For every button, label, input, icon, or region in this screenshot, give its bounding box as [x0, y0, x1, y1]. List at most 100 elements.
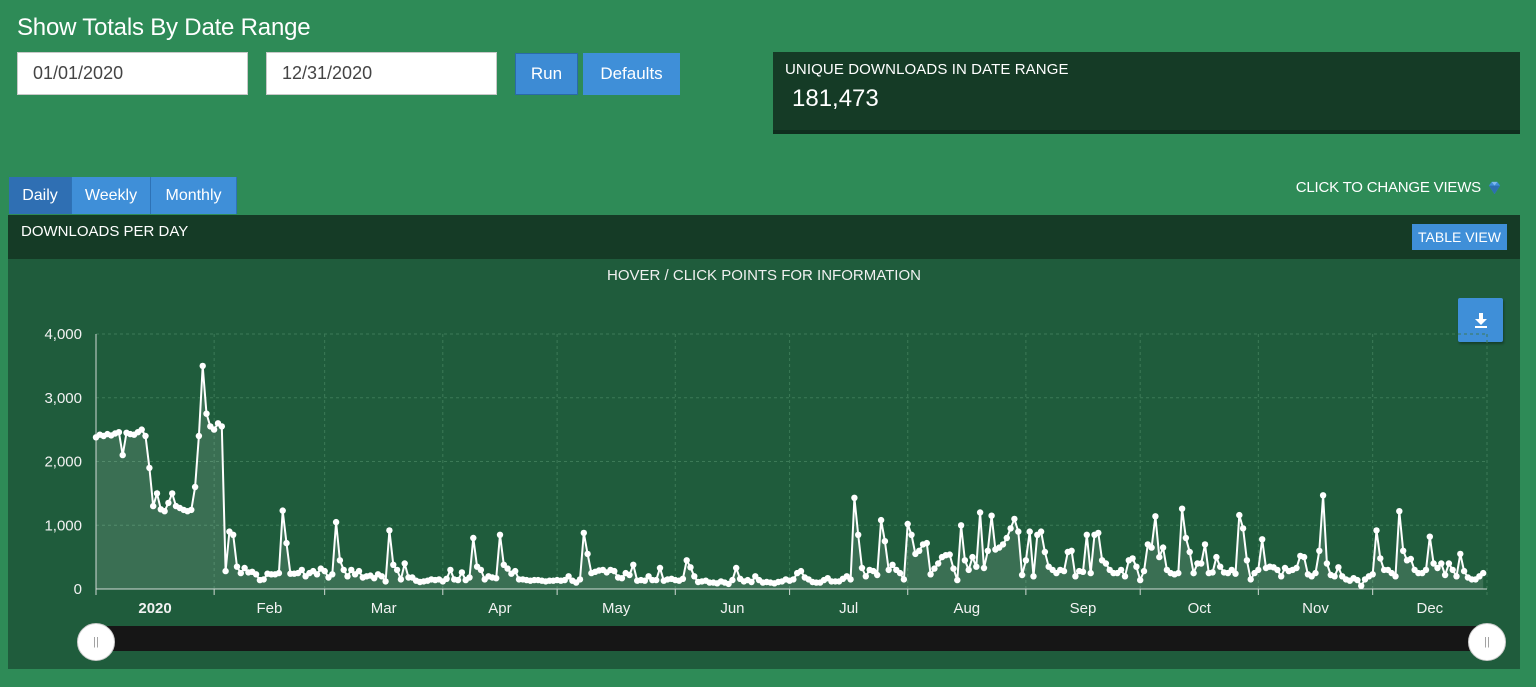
data-point: [344, 573, 351, 580]
data-point: [210, 426, 218, 433]
data-point: [241, 564, 248, 572]
data-point: [1198, 560, 1205, 567]
y-tick-label: 3,000: [44, 390, 82, 407]
data-point: [1358, 582, 1365, 589]
data-point: [565, 573, 572, 580]
data-point: [748, 578, 755, 586]
x-tick-label: Mar: [371, 600, 397, 617]
data-point: [1316, 547, 1323, 554]
data-point: [858, 564, 866, 572]
data-point: [1083, 531, 1091, 538]
navigator-left-handle[interactable]: ||: [77, 623, 115, 661]
table-view-button[interactable]: TABLE VIEW: [1412, 224, 1507, 250]
data-point: [683, 557, 690, 564]
data-point: [1373, 527, 1380, 534]
run-button[interactable]: Run: [515, 53, 578, 95]
x-tick-label: Apr: [488, 600, 511, 617]
data-point: [885, 566, 892, 574]
data-point: [233, 563, 241, 570]
chart-area: HOVER / CLICK POINTS FOR INFORMATION 0 1,…: [8, 259, 1520, 669]
data-point: [386, 527, 393, 534]
data-point: [641, 577, 648, 584]
data-point: [348, 566, 355, 574]
data-point: [1011, 515, 1018, 523]
data-point: [1259, 536, 1266, 543]
data-point: [1422, 566, 1430, 574]
data-point: [119, 451, 126, 459]
data-point: [512, 567, 519, 575]
data-point: [1133, 563, 1140, 570]
data-point: [1068, 547, 1075, 554]
data-point: [1026, 528, 1033, 535]
data-point: [1243, 557, 1251, 564]
range-navigator[interactable]: [96, 626, 1494, 651]
data-point: [1041, 548, 1049, 556]
data-point: [611, 567, 618, 575]
data-point: [862, 573, 869, 580]
data-point: [1190, 569, 1197, 577]
data-point: [916, 547, 923, 554]
data-point: [1453, 573, 1460, 580]
data-point: [1247, 576, 1254, 583]
data-point: [161, 508, 168, 515]
data-point: [855, 531, 862, 538]
data-point: [332, 518, 340, 526]
tab-daily[interactable]: Daily: [9, 177, 72, 214]
data-point: [950, 565, 957, 572]
data-point: [935, 560, 942, 567]
data-point: [230, 531, 237, 538]
data-point: [191, 483, 199, 491]
data-point: [275, 569, 283, 577]
data-point: [252, 571, 260, 578]
x-tick-label: Feb: [256, 600, 282, 617]
data-point: [954, 576, 961, 584]
tab-monthly[interactable]: Monthly: [151, 177, 237, 214]
data-point: [1434, 564, 1441, 572]
y-tick-label: 0: [74, 581, 82, 598]
data-point: [218, 423, 225, 430]
data-point: [340, 566, 347, 574]
chart-panel-title: DOWNLOADS PER DAY: [21, 223, 189, 240]
data-point: [927, 571, 934, 578]
change-views-link[interactable]: CLICK TO CHANGE VIEWS: [1296, 179, 1502, 196]
end-date-input[interactable]: [266, 52, 497, 95]
data-point: [222, 567, 229, 575]
data-point: [965, 566, 972, 574]
defaults-button[interactable]: Defaults: [583, 53, 680, 95]
data-point: [1003, 534, 1010, 542]
data-point: [976, 509, 984, 516]
navigator-right-handle[interactable]: ||: [1468, 623, 1506, 661]
data-point: [298, 566, 305, 574]
data-point: [984, 547, 991, 554]
data-point: [493, 575, 500, 582]
data-point: [1354, 576, 1361, 584]
data-point: [169, 490, 176, 497]
tab-weekly[interactable]: Weekly: [72, 177, 151, 214]
data-point: [1232, 570, 1239, 577]
downloads-chart[interactable]: 0 1,000 2,000 3,000 4,000 2020 Feb Mar Apr May Jun…: [8, 259, 1520, 669]
data-point: [1217, 563, 1224, 570]
data-point: [329, 571, 336, 578]
data-point: [1449, 566, 1456, 574]
data-point: [1182, 534, 1190, 542]
data-point: [237, 569, 244, 577]
chart-panel-header: DOWNLOADS PER DAY TABLE VIEW: [8, 215, 1520, 259]
gem-icon: [1488, 181, 1501, 195]
x-tick-label: May: [602, 600, 631, 617]
data-point: [847, 576, 854, 583]
data-point: [504, 565, 511, 572]
data-point: [1178, 505, 1186, 512]
data-point: [355, 567, 363, 575]
footer-strip: [0, 680, 1536, 687]
start-date-input[interactable]: [17, 52, 248, 95]
data-point: [1213, 553, 1220, 561]
data-point: [1201, 541, 1209, 548]
data-point: [1156, 553, 1163, 561]
data-point: [165, 499, 172, 507]
data-point: [877, 516, 885, 524]
download-chart-button[interactable]: [1458, 298, 1503, 342]
data-point: [397, 576, 405, 583]
data-point: [1129, 555, 1136, 562]
data-point: [653, 576, 660, 584]
data-point: [874, 571, 881, 579]
